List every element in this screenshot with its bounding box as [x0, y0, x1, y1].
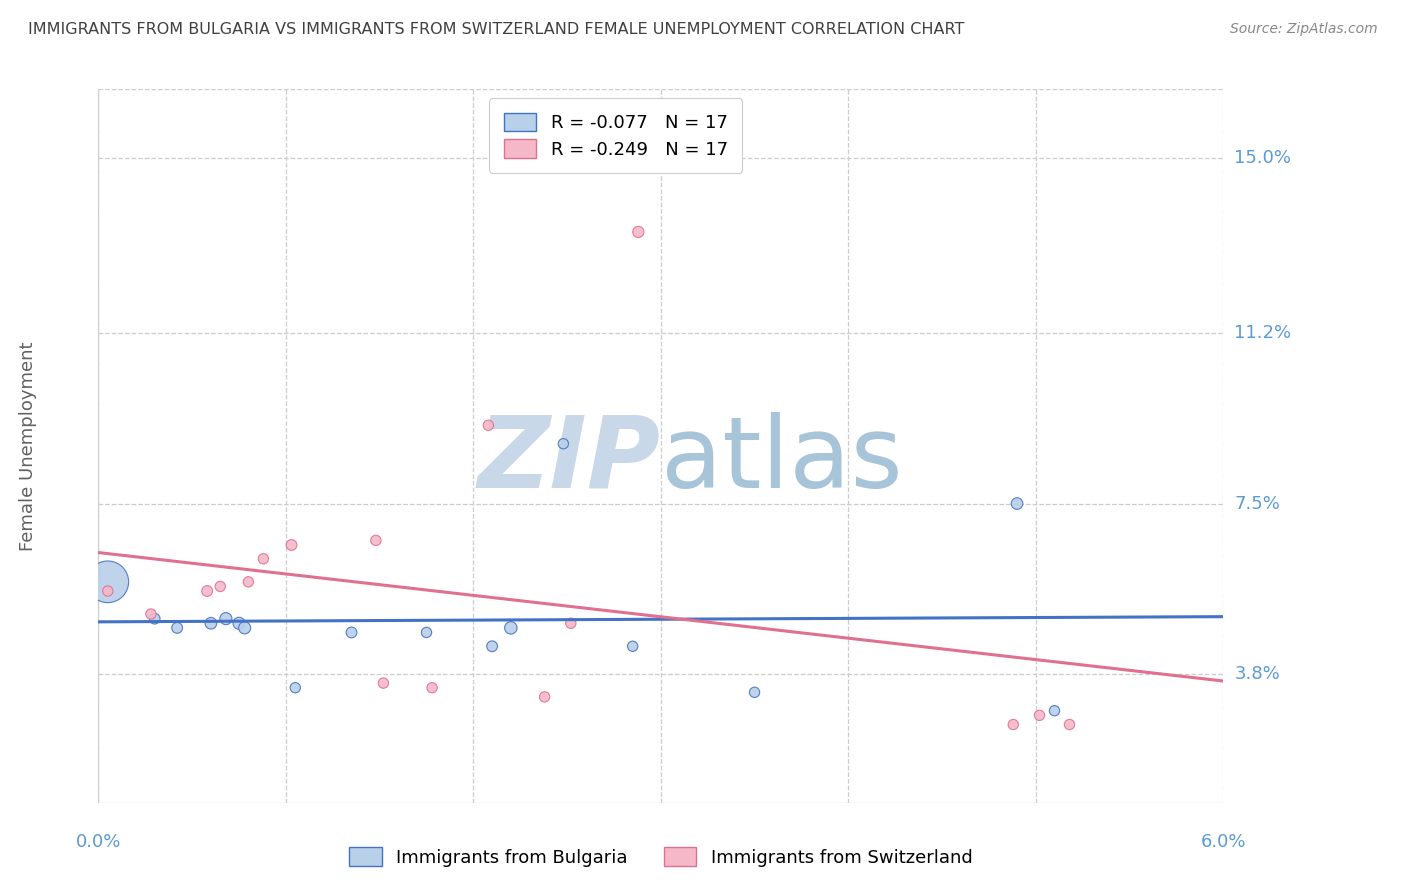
Point: [143, 612, 166, 626]
Text: 15.0%: 15.0%: [1234, 149, 1291, 168]
Point: [209, 579, 232, 593]
Text: 6.0%: 6.0%: [1201, 833, 1246, 851]
Text: Female Unemployment: Female Unemployment: [18, 342, 37, 550]
Point: [284, 681, 307, 695]
Point: [252, 551, 274, 566]
Point: [1028, 708, 1050, 723]
Point: [499, 621, 522, 635]
Point: [627, 225, 650, 239]
Text: 11.2%: 11.2%: [1234, 324, 1292, 343]
Point: [340, 625, 363, 640]
Point: [553, 436, 575, 450]
Text: 7.5%: 7.5%: [1234, 494, 1281, 513]
Point: [238, 574, 260, 589]
Point: [228, 616, 250, 631]
Point: [744, 685, 766, 699]
Point: [1059, 717, 1081, 731]
Point: [97, 574, 120, 589]
Point: [420, 681, 443, 695]
Point: [139, 607, 162, 621]
Point: [1005, 497, 1028, 511]
Text: Source: ZipAtlas.com: Source: ZipAtlas.com: [1230, 22, 1378, 37]
Point: [280, 538, 302, 552]
Legend: R = -0.077   N = 17, R = -0.249   N = 17: R = -0.077 N = 17, R = -0.249 N = 17: [489, 98, 742, 173]
Point: [621, 640, 644, 654]
Point: [200, 616, 222, 631]
Point: [1002, 717, 1025, 731]
Text: ZIP: ZIP: [478, 412, 661, 508]
Point: [560, 616, 582, 631]
Point: [233, 621, 256, 635]
Text: IMMIGRANTS FROM BULGARIA VS IMMIGRANTS FROM SWITZERLAND FEMALE UNEMPLOYMENT CORR: IMMIGRANTS FROM BULGARIA VS IMMIGRANTS F…: [28, 22, 965, 37]
Point: [477, 418, 499, 433]
Point: [364, 533, 387, 548]
Point: [166, 621, 188, 635]
Text: 0.0%: 0.0%: [76, 833, 121, 851]
Point: [97, 584, 120, 599]
Point: [1043, 704, 1066, 718]
Text: 3.8%: 3.8%: [1234, 665, 1279, 683]
Point: [215, 612, 238, 626]
Text: atlas: atlas: [661, 412, 903, 508]
Point: [195, 584, 218, 599]
Point: [481, 640, 503, 654]
Point: [415, 625, 437, 640]
Legend: Immigrants from Bulgaria, Immigrants from Switzerland: Immigrants from Bulgaria, Immigrants fro…: [342, 840, 980, 874]
Point: [373, 676, 395, 690]
Point: [533, 690, 555, 704]
